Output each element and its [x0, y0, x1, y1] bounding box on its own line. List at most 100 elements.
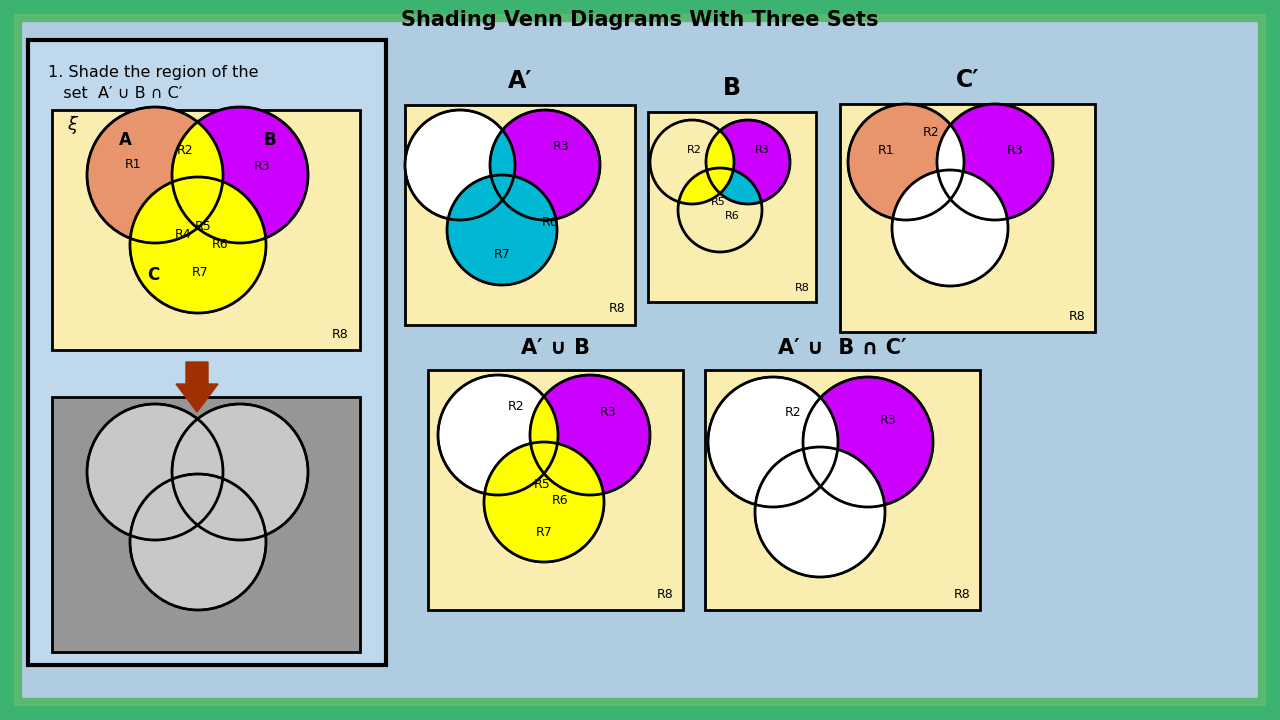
Circle shape [803, 377, 933, 507]
Circle shape [404, 110, 515, 220]
Text: R4: R4 [174, 228, 191, 241]
Bar [648, 112, 817, 302]
Circle shape [849, 104, 964, 220]
Circle shape [87, 404, 223, 540]
Text: R2: R2 [923, 125, 940, 138]
Circle shape [447, 175, 557, 285]
Circle shape [678, 168, 762, 252]
Circle shape [755, 447, 884, 577]
Circle shape [849, 104, 964, 220]
Circle shape [404, 110, 515, 220]
Text: R5: R5 [534, 477, 550, 490]
Circle shape [708, 377, 838, 507]
Circle shape [530, 375, 650, 495]
Circle shape [708, 377, 838, 507]
Circle shape [447, 175, 557, 285]
Circle shape [490, 110, 600, 220]
Circle shape [87, 107, 223, 243]
Text: C′: C′ [956, 68, 979, 92]
Text: R3: R3 [1006, 143, 1023, 156]
Circle shape [707, 120, 790, 204]
Bar [52, 110, 360, 350]
Circle shape [404, 110, 515, 220]
Circle shape [438, 375, 558, 495]
Text: R8: R8 [332, 328, 348, 341]
Text: set  A′ ∪ B ∩ C′: set A′ ∪ B ∩ C′ [49, 86, 182, 102]
Circle shape [404, 110, 515, 220]
Text: R8: R8 [1069, 310, 1085, 323]
Circle shape [484, 442, 604, 562]
Circle shape [87, 107, 223, 243]
Text: R2: R2 [686, 145, 701, 155]
Text: R6: R6 [541, 215, 558, 228]
Circle shape [438, 375, 558, 495]
Circle shape [438, 375, 558, 495]
Text: Shading Venn Diagrams With Three Sets: Shading Venn Diagrams With Three Sets [401, 10, 879, 30]
Circle shape [131, 177, 266, 313]
Circle shape [849, 104, 964, 220]
Circle shape [131, 177, 266, 313]
Text: A′ ∪ B: A′ ∪ B [521, 338, 590, 358]
Text: R8: R8 [608, 302, 626, 315]
FancyArrow shape [177, 362, 218, 412]
Text: R8: R8 [657, 588, 673, 600]
Circle shape [484, 442, 604, 562]
Circle shape [707, 120, 790, 204]
Circle shape [650, 120, 733, 204]
Circle shape [650, 120, 733, 204]
Circle shape [490, 110, 600, 220]
Text: 1. Shade the region of the: 1. Shade the region of the [49, 65, 259, 79]
Circle shape [131, 474, 266, 610]
Text: A′: A′ [508, 69, 532, 93]
Circle shape [438, 375, 558, 495]
Circle shape [708, 377, 838, 507]
Text: A: A [119, 131, 132, 149]
Text: R1: R1 [878, 143, 895, 156]
Text: R1: R1 [124, 158, 141, 171]
Circle shape [755, 447, 884, 577]
Text: R6: R6 [211, 238, 228, 251]
Circle shape [708, 377, 838, 507]
Text: R7: R7 [192, 266, 209, 279]
Bar [705, 370, 980, 610]
Circle shape [530, 375, 650, 495]
Circle shape [447, 175, 557, 285]
Text: C: C [147, 266, 159, 284]
Text: R2: R2 [785, 405, 801, 418]
Circle shape [484, 442, 604, 562]
Text: R2: R2 [508, 400, 525, 413]
Circle shape [708, 377, 838, 507]
Text: ξ: ξ [67, 116, 77, 134]
Circle shape [892, 170, 1009, 286]
Text: R8: R8 [795, 283, 809, 293]
Circle shape [87, 107, 223, 243]
Bar [52, 397, 360, 652]
Text: R3: R3 [600, 407, 616, 420]
Circle shape [172, 404, 308, 540]
Text: R3: R3 [253, 161, 270, 174]
Bar [840, 104, 1094, 332]
Circle shape [172, 107, 308, 243]
Circle shape [87, 107, 223, 243]
Bar [404, 105, 635, 325]
Text: A′ ∪  B ∩ C′: A′ ∪ B ∩ C′ [778, 338, 906, 358]
Text: R6: R6 [724, 211, 740, 221]
Circle shape [404, 110, 515, 220]
Circle shape [892, 170, 1009, 286]
Circle shape [937, 104, 1053, 220]
Circle shape [87, 107, 223, 243]
Text: R3: R3 [755, 145, 769, 155]
Text: R3: R3 [879, 413, 896, 426]
Text: R8: R8 [954, 588, 970, 600]
Text: R3: R3 [553, 140, 570, 153]
Text: B: B [264, 131, 276, 149]
Text: R5: R5 [710, 197, 726, 207]
Text: B: B [723, 76, 741, 100]
Circle shape [438, 375, 558, 495]
Text: R2: R2 [177, 143, 193, 156]
Circle shape [892, 170, 1009, 286]
Text: R7: R7 [494, 248, 511, 261]
Circle shape [937, 104, 1053, 220]
Text: R6: R6 [552, 493, 568, 506]
Circle shape [849, 104, 964, 220]
